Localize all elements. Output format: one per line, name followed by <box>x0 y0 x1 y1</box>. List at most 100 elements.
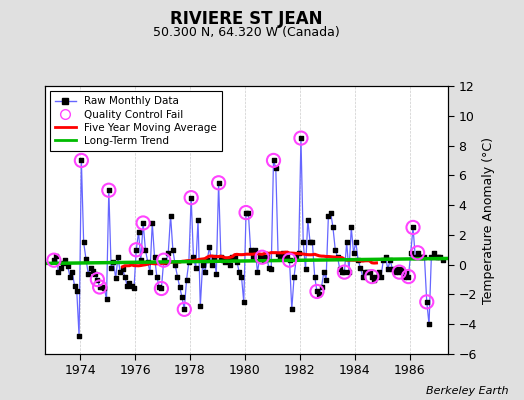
Point <box>271 165 280 171</box>
Point <box>379 257 387 264</box>
Point <box>397 266 406 272</box>
Point <box>141 246 149 253</box>
Point <box>137 257 145 264</box>
Point <box>347 224 355 231</box>
Point <box>315 291 323 298</box>
Point <box>208 262 216 268</box>
Point <box>123 282 132 289</box>
Point <box>63 263 72 269</box>
Point <box>59 260 67 266</box>
Point <box>331 246 340 253</box>
Point <box>434 254 442 260</box>
Point <box>352 239 360 246</box>
Point <box>425 321 433 328</box>
Point <box>152 273 161 280</box>
Point <box>313 288 321 295</box>
Point <box>95 284 104 290</box>
Point <box>372 273 380 280</box>
Point <box>345 269 353 275</box>
Point <box>80 239 88 246</box>
Point <box>228 254 236 260</box>
Point <box>102 296 111 302</box>
Point <box>150 254 159 260</box>
Point <box>157 285 166 292</box>
Point <box>162 258 170 265</box>
Point <box>281 254 289 260</box>
Point <box>239 299 248 305</box>
Point <box>118 266 127 272</box>
Point <box>57 264 65 271</box>
Point <box>109 258 117 265</box>
Point <box>313 288 321 295</box>
Point <box>381 254 390 260</box>
Point <box>308 239 316 246</box>
Point <box>159 257 168 264</box>
Point <box>420 254 429 260</box>
Point <box>167 212 175 219</box>
Point <box>98 284 106 290</box>
Point <box>361 269 369 275</box>
Point <box>50 257 58 264</box>
Point <box>393 266 401 272</box>
Point <box>187 194 195 201</box>
Point <box>336 266 344 272</box>
Point <box>105 187 113 194</box>
Point <box>416 254 424 260</box>
Point <box>253 269 261 275</box>
Point <box>214 180 223 186</box>
Point <box>116 269 124 275</box>
Legend: Raw Monthly Data, Quality Control Fail, Five Year Moving Average, Long-Term Tren: Raw Monthly Data, Quality Control Fail, … <box>50 91 222 151</box>
Point <box>66 273 74 280</box>
Point <box>384 266 392 272</box>
Point <box>363 269 372 275</box>
Point <box>411 254 420 260</box>
Point <box>395 269 403 275</box>
Point <box>338 269 346 275</box>
Text: Berkeley Earth: Berkeley Earth <box>426 386 508 396</box>
Point <box>267 266 276 272</box>
Point <box>427 254 435 260</box>
Point <box>285 257 293 264</box>
Point <box>61 257 70 264</box>
Point <box>358 273 367 280</box>
Point <box>436 254 445 260</box>
Text: RIVIERE ST JEAN: RIVIERE ST JEAN <box>170 10 323 28</box>
Point <box>432 254 440 260</box>
Point <box>413 250 422 256</box>
Point <box>278 250 287 256</box>
Point <box>112 275 120 281</box>
Point <box>194 217 202 223</box>
Point <box>422 299 431 305</box>
Point <box>178 294 186 301</box>
Point <box>157 285 166 292</box>
Point <box>221 258 230 265</box>
Point <box>93 276 102 283</box>
Point <box>242 209 250 216</box>
Point <box>210 254 218 260</box>
Point <box>318 284 326 290</box>
Point <box>75 333 83 339</box>
Point <box>89 268 97 274</box>
Point <box>409 224 417 231</box>
Point <box>169 246 177 253</box>
Point <box>368 273 376 280</box>
Point <box>217 254 225 260</box>
Point <box>205 244 214 250</box>
Point <box>258 254 266 260</box>
Point <box>422 299 431 305</box>
Point <box>73 288 81 295</box>
Point <box>132 246 140 253</box>
Point <box>86 264 95 271</box>
Point <box>388 266 397 272</box>
Point <box>311 273 319 280</box>
Point <box>340 269 348 275</box>
Point <box>180 306 189 312</box>
Point <box>377 273 385 280</box>
Point <box>219 257 227 264</box>
Point <box>258 254 266 260</box>
Point <box>409 224 417 231</box>
Point <box>91 270 99 277</box>
Point <box>249 254 257 260</box>
Point <box>121 273 129 280</box>
Point <box>231 254 239 260</box>
